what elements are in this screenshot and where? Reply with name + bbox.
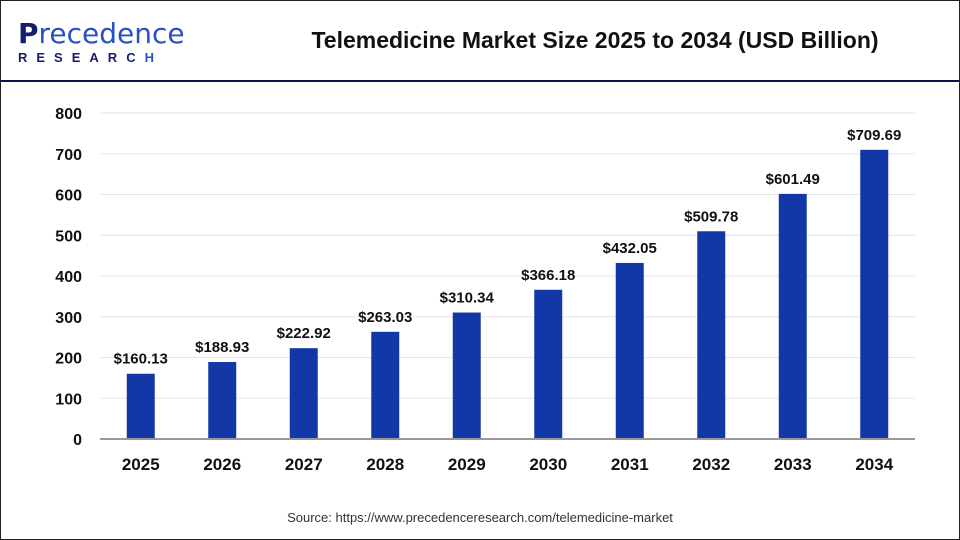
y-tick-label: 0 (73, 432, 82, 449)
bar (452, 312, 481, 439)
data-label: $188.93 (195, 339, 249, 356)
x-tick-label: 2032 (692, 455, 730, 474)
bar (615, 262, 644, 439)
bar (126, 373, 155, 439)
bar (778, 193, 807, 439)
x-tick-label: 2031 (611, 455, 649, 474)
bar (208, 362, 237, 439)
data-label: $222.92 (277, 325, 331, 342)
data-label: $601.49 (766, 171, 820, 188)
data-label: $263.03 (358, 309, 412, 326)
chart-title: Telemedicine Market Size 2025 to 2034 (U… (311, 27, 879, 53)
y-tick-label: 500 (55, 228, 82, 245)
bar (860, 149, 889, 439)
y-tick-label: 700 (55, 147, 82, 164)
bar (289, 348, 318, 439)
x-tick-label: 2029 (448, 455, 486, 474)
source-text: Source: https://www.precedenceresearch.c… (287, 510, 673, 525)
x-tick-label: 2028 (366, 455, 404, 474)
bar (697, 231, 726, 439)
data-label: $709.69 (847, 127, 901, 144)
data-label: $366.18 (521, 267, 575, 284)
y-tick-label: 100 (55, 391, 82, 408)
y-tick-label: 400 (55, 269, 82, 286)
data-label: $509.78 (684, 208, 738, 225)
header: Precedence RESEARCH Telemedicine Market … (0, 0, 960, 82)
bar (371, 331, 400, 439)
precedence-research-logo: Precedence RESEARCH (18, 17, 185, 66)
x-tick-label: 2034 (855, 455, 893, 474)
x-tick-label: 2025 (122, 455, 160, 474)
y-tick-label: 600 (55, 188, 82, 205)
x-tick-label: 2027 (285, 455, 323, 474)
x-tick-label: 2030 (529, 455, 567, 474)
data-label: $160.13 (114, 351, 168, 368)
y-tick-label: 200 (55, 351, 82, 368)
bar (534, 289, 563, 439)
x-tick-label: 2026 (203, 455, 241, 474)
y-tick-label: 300 (55, 310, 82, 327)
data-label: $310.34 (440, 290, 495, 307)
x-tick-label: 2033 (774, 455, 812, 474)
data-label: $432.05 (603, 240, 657, 257)
y-tick-label: 800 (55, 106, 82, 123)
